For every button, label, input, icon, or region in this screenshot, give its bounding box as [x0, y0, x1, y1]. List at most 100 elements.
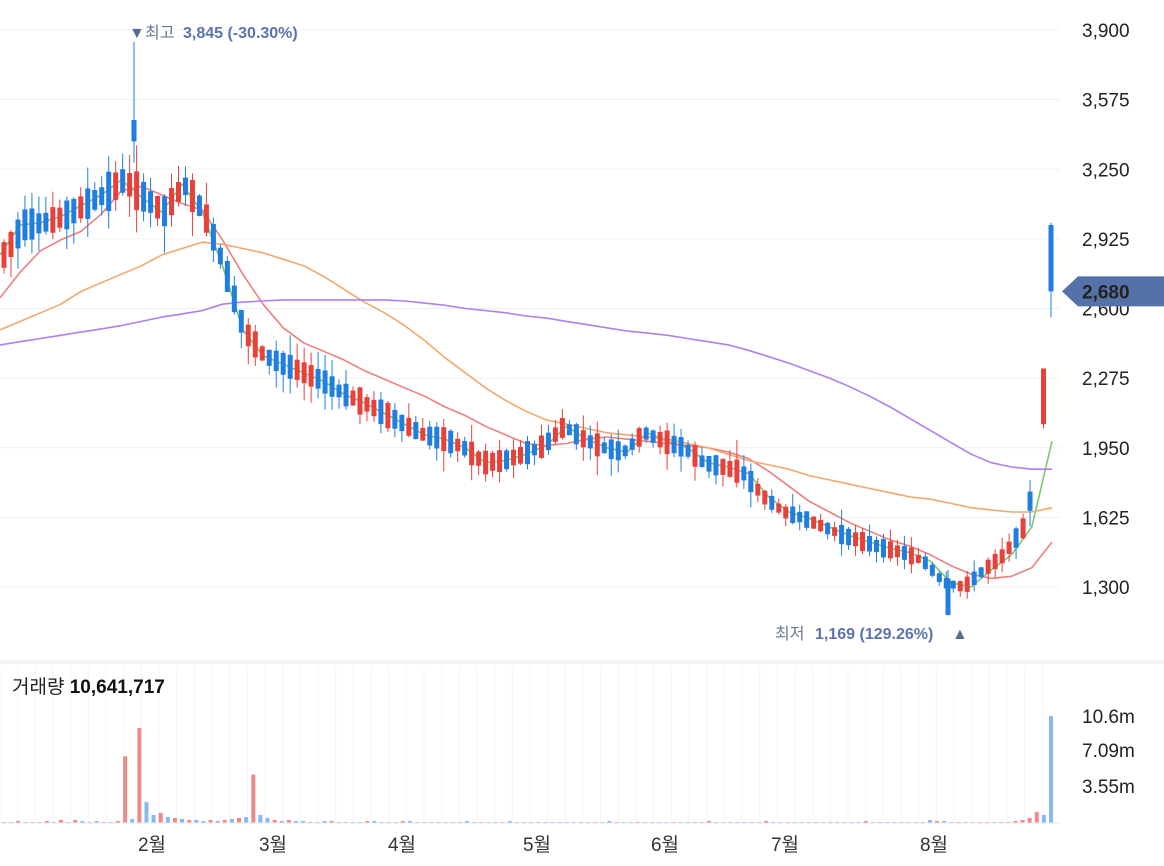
- candle-body: [238, 309, 244, 333]
- volume-bar: [101, 821, 106, 823]
- candle-body: [315, 368, 321, 389]
- volume-bar: [201, 820, 206, 823]
- volume-bar: [678, 821, 683, 823]
- month-label: 5월: [523, 834, 551, 856]
- volume-bar: [16, 820, 21, 823]
- volume-bar: [229, 818, 234, 823]
- candle-body: [36, 213, 42, 234]
- candle-body: [580, 430, 586, 448]
- volume-grid: [0, 666, 1043, 823]
- volume-bar: [650, 821, 655, 823]
- candle-body: [950, 580, 956, 589]
- candle-body: [462, 441, 468, 456]
- volume-bar: [1006, 821, 1011, 823]
- volume-bar: [778, 821, 783, 823]
- volume-bar: [464, 820, 469, 823]
- volume-bar: [614, 821, 619, 823]
- candle-body: [978, 567, 984, 578]
- candle-body: [22, 209, 28, 241]
- candle-body: [106, 171, 112, 212]
- price-tick: 3,250: [1082, 160, 1130, 181]
- candle-body: [713, 455, 719, 476]
- volume-bar: [329, 820, 334, 823]
- price-tick: 1,300: [1082, 578, 1130, 599]
- volume-bar: [315, 821, 320, 823]
- candle-body: [50, 207, 56, 233]
- candle-body: [880, 539, 886, 558]
- candle-body: [929, 564, 935, 576]
- volume-bar: [628, 821, 633, 823]
- volume-bar: [913, 821, 918, 823]
- month-label: 3월: [259, 834, 287, 856]
- volume-bar: [222, 819, 227, 823]
- volume-bar: [742, 821, 747, 823]
- candle-body: [936, 573, 942, 583]
- candle-body: [8, 231, 14, 258]
- candle-body: [531, 444, 537, 456]
- current-price-tag: [1062, 276, 1164, 307]
- volume-bar: [771, 821, 776, 823]
- candle-body: [287, 354, 293, 379]
- price-tick: 3,900: [1082, 21, 1130, 42]
- volume-bar: [336, 821, 341, 823]
- candle-body: [985, 559, 991, 574]
- volume-bar: [571, 821, 576, 823]
- volume-bar: [1034, 811, 1039, 823]
- candle-body: [155, 195, 161, 219]
- volume-bar: [322, 820, 327, 823]
- volume-bar: [108, 821, 113, 823]
- volume-bar: [1027, 817, 1032, 823]
- volume-bar: [935, 820, 940, 823]
- candle-body: [559, 417, 565, 438]
- volume-bar: [115, 820, 120, 823]
- candle-body: [427, 426, 433, 446]
- candle-body: [350, 390, 356, 406]
- volume-bar: [849, 821, 854, 823]
- volume-bar: [749, 821, 754, 823]
- volume-bar: [9, 821, 14, 823]
- candle-body: [804, 511, 810, 528]
- candle-body: [992, 553, 998, 570]
- volume-bar: [999, 821, 1004, 823]
- volume-bar: [358, 821, 363, 823]
- candle-body: [476, 451, 482, 466]
- candle-body: [392, 409, 398, 429]
- price-tick: 1,950: [1082, 439, 1130, 460]
- volume-bar: [657, 821, 662, 823]
- candle-body: [587, 435, 593, 449]
- candle-body: [99, 187, 105, 206]
- volume-bar: [237, 817, 242, 823]
- candle-body: [643, 427, 649, 440]
- candle-body: [85, 188, 91, 219]
- volume-bar: [664, 821, 669, 823]
- candle-body: [511, 449, 517, 466]
- volume-bar: [835, 821, 840, 823]
- candle-body: [336, 384, 342, 398]
- high-annotation: ▼ 최고 3,845 (-30.30%): [129, 24, 298, 42]
- volume-bar: [422, 821, 427, 823]
- low-annotation: 최저 1,169 (129.26%) ▲: [775, 625, 968, 643]
- current-price-badge: 2,680: [1062, 276, 1164, 307]
- volume-bar: [130, 818, 135, 823]
- volume-bar: [607, 820, 612, 823]
- volume-bar: [514, 821, 519, 823]
- volume-bar: [536, 821, 541, 823]
- candle-body: [504, 450, 510, 470]
- volume-bar: [2, 821, 6, 823]
- candle-body: [497, 450, 503, 472]
- volume-bar: [692, 821, 697, 823]
- candle-body: [727, 460, 733, 477]
- candle-body: [678, 437, 684, 457]
- candle-body: [601, 442, 607, 454]
- candle-body: [741, 466, 747, 481]
- candle-body: [210, 223, 216, 251]
- candle-body: [294, 359, 300, 381]
- month-label: 2월: [138, 834, 166, 856]
- candle-body: [1006, 541, 1012, 554]
- volume-bar: [351, 821, 355, 823]
- volume-bar: [942, 820, 947, 823]
- ma20-line: [0, 185, 1053, 580]
- candle-body: [71, 198, 77, 224]
- volume-bar: [272, 819, 277, 823]
- candle-body: [552, 427, 558, 442]
